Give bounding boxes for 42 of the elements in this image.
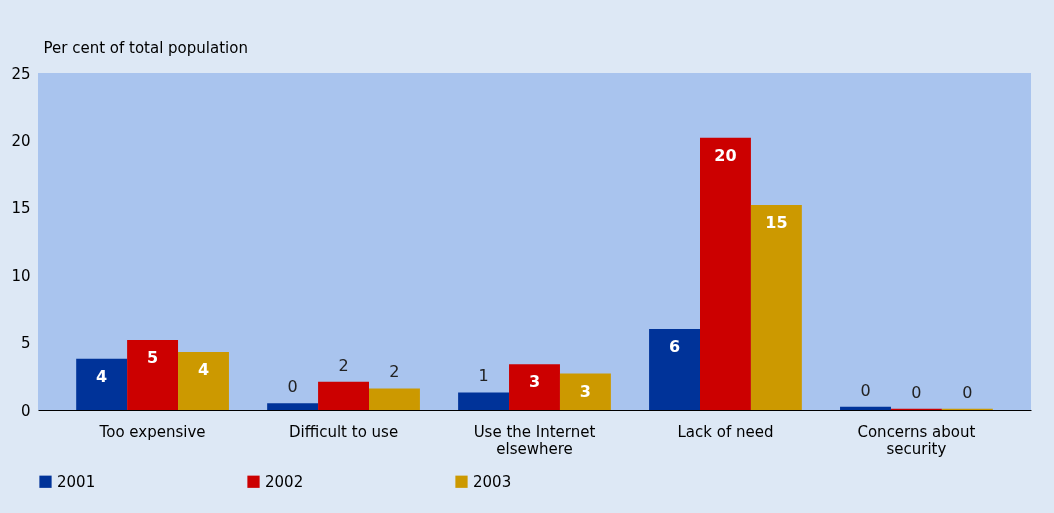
bar bbox=[509, 364, 560, 410]
data-label: 3 bbox=[579, 381, 591, 401]
bar bbox=[458, 392, 510, 410]
y-tick-label: 25 bbox=[11, 64, 31, 83]
data-label: 6 bbox=[668, 337, 681, 357]
y-tick-label: 20 bbox=[11, 131, 31, 150]
bar bbox=[649, 329, 700, 410]
data-label: 0 bbox=[287, 377, 298, 397]
data-label: 5 bbox=[147, 347, 159, 367]
bar bbox=[178, 352, 229, 410]
data-label: 4 bbox=[96, 366, 108, 386]
y-axis-title: Per cent of total population bbox=[43, 38, 248, 57]
bar bbox=[559, 373, 611, 410]
data-label: 2 bbox=[338, 355, 349, 375]
data-label: 0 bbox=[911, 382, 922, 402]
legend-label: 2003 bbox=[473, 472, 512, 491]
data-label: 3 bbox=[528, 372, 541, 392]
data-label: 0 bbox=[860, 380, 871, 400]
y-tick-label: 15 bbox=[11, 199, 31, 218]
y-tick-label: 10 bbox=[11, 266, 31, 285]
y-tick-label: 5 bbox=[20, 334, 31, 353]
bar bbox=[369, 388, 420, 410]
bar bbox=[267, 403, 319, 410]
data-label: 2 bbox=[389, 362, 400, 382]
data-label: 1 bbox=[478, 366, 489, 386]
x-tick-label: Use the Internet elsewhere bbox=[473, 422, 596, 458]
x-tick-label: Too expensive bbox=[98, 422, 206, 441]
x-tick-label: Lack of need bbox=[677, 422, 774, 441]
bar bbox=[700, 137, 751, 410]
data-label: 4 bbox=[197, 360, 210, 380]
data-label: 0 bbox=[962, 382, 973, 402]
bar bbox=[127, 339, 179, 410]
x-tick-label: Difficult to use bbox=[288, 422, 399, 441]
bar bbox=[76, 358, 128, 410]
y-tick-label: 0 bbox=[20, 401, 31, 420]
x-tick-label: Concerns about security bbox=[857, 422, 976, 458]
legend-label: 2002 bbox=[265, 472, 304, 491]
legend-label: 2001 bbox=[57, 472, 96, 491]
data-label: 15 bbox=[765, 213, 788, 233]
bar bbox=[750, 205, 802, 410]
data-label: 20 bbox=[714, 145, 737, 165]
bar bbox=[318, 381, 369, 410]
